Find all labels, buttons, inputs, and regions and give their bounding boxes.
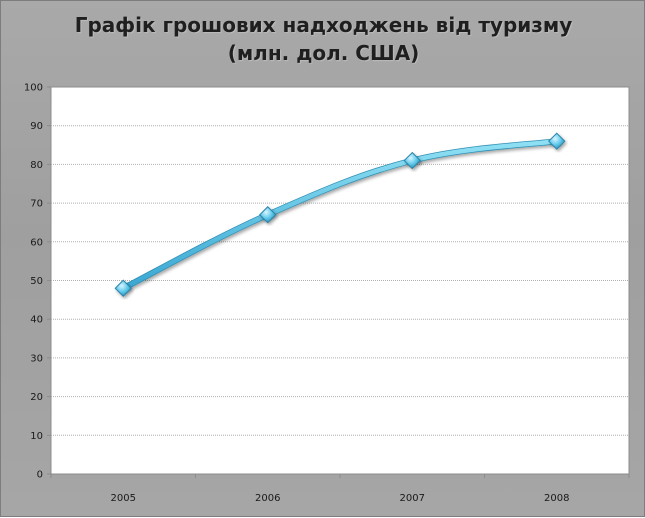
- series-line: [120, 138, 560, 292]
- y-tick-label: 90: [30, 121, 43, 132]
- x-tick-label: 2007: [400, 493, 425, 504]
- x-tick-label: 2005: [111, 493, 136, 504]
- y-tick-label: 80: [30, 160, 43, 171]
- y-tick-label: 20: [30, 392, 43, 403]
- y-tick-label: 30: [30, 353, 43, 364]
- x-axis: 2005 2006 2007 2008: [50, 474, 630, 504]
- series-line-path: [121, 138, 559, 291]
- y-tick-label: 60: [30, 237, 43, 248]
- y-tick-label: 50: [30, 276, 43, 287]
- data-point-marker: [114, 279, 132, 297]
- data-point-marker: [548, 132, 566, 150]
- y-tick-label: 10: [30, 431, 43, 442]
- y-axis: 0 10 20 30 40 50 60 70 80 90 100: [24, 83, 51, 481]
- y-tick-label: 0: [37, 470, 43, 481]
- x-tick-label: 2006: [255, 493, 280, 504]
- x-tick-label: 2008: [544, 493, 569, 504]
- y-tick-label: 100: [24, 83, 43, 94]
- series-markers: [114, 132, 566, 297]
- data-point-marker: [259, 206, 277, 224]
- data-point-marker: [403, 151, 421, 170]
- y-tick-label: 40: [30, 315, 43, 326]
- y-tick-label: 70: [30, 199, 43, 210]
- chart-title: Графік грошових надходжень від туризму (…: [74, 13, 573, 65]
- gridlines: [51, 125, 629, 436]
